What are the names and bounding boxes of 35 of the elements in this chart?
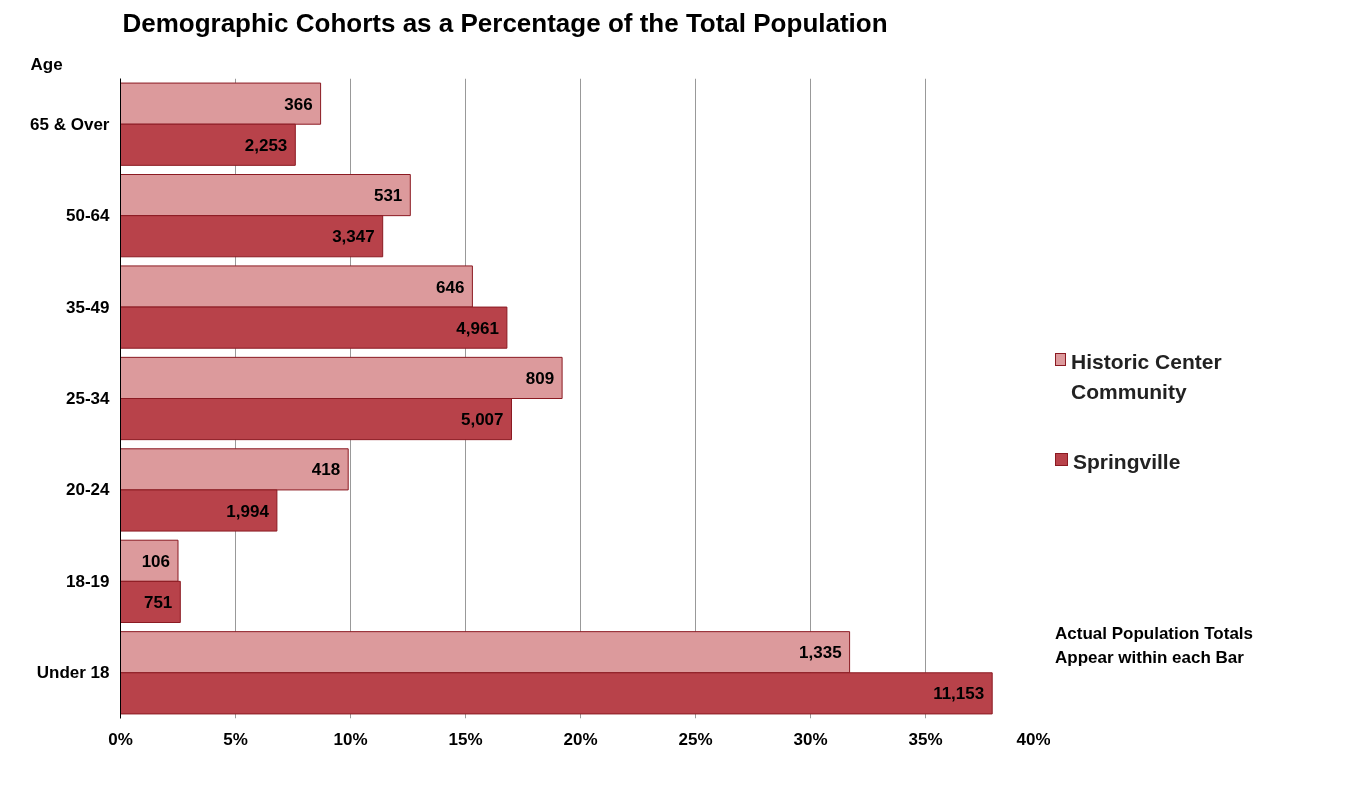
chart-title: Demographic Cohorts as a Percentage of the Total Population xyxy=(122,7,888,40)
annotation: 1,994 xyxy=(226,501,270,521)
legend-label: Historic Center Community xyxy=(1071,349,1223,406)
annotation: 3,347 xyxy=(332,227,375,247)
annotation: 366 xyxy=(284,94,313,114)
y-axis-title: Age xyxy=(30,54,63,74)
x-tick-label: 5% xyxy=(223,729,248,749)
x-tick-label: 40% xyxy=(1016,729,1051,749)
text: Actual Population Totals Appear within each Bar xyxy=(1055,623,1255,670)
x-tick-label: 10% xyxy=(333,729,368,749)
annotation: 531 xyxy=(373,186,403,206)
annotation: 106 xyxy=(141,551,171,571)
annotation: 2,253 xyxy=(244,135,288,155)
y-tick-label: 18-19 xyxy=(66,572,110,591)
y-tick-label: 50-64 xyxy=(66,206,111,226)
y-tick-label: Under 18 xyxy=(36,663,110,683)
x-tick-label: 15% xyxy=(448,729,483,749)
annotation: 1,335 xyxy=(799,643,842,663)
x-tick-label: 30% xyxy=(793,729,828,749)
annotation: 751 xyxy=(143,593,173,613)
x-tick-label: 25% xyxy=(678,729,713,749)
y-tick-label: 65 & Over xyxy=(30,114,110,134)
y-tick-label: 35-49 xyxy=(66,297,110,317)
legend-label: Springville xyxy=(1073,449,1181,476)
annotation: 809 xyxy=(525,369,555,389)
y-tick-label: 25-34 xyxy=(66,389,111,409)
annotation: 418 xyxy=(311,460,341,480)
annotation: 646 xyxy=(436,277,465,297)
annotation: 4,961 xyxy=(456,318,499,338)
x-tick-label: 35% xyxy=(908,729,943,749)
y-tick-label: 20-24 xyxy=(66,480,111,500)
x-tick-label: 0% xyxy=(108,729,133,749)
x-tick-label: 20% xyxy=(563,729,598,749)
annotation: 11,153 xyxy=(933,684,985,704)
annotation: 5,007 xyxy=(460,410,504,430)
